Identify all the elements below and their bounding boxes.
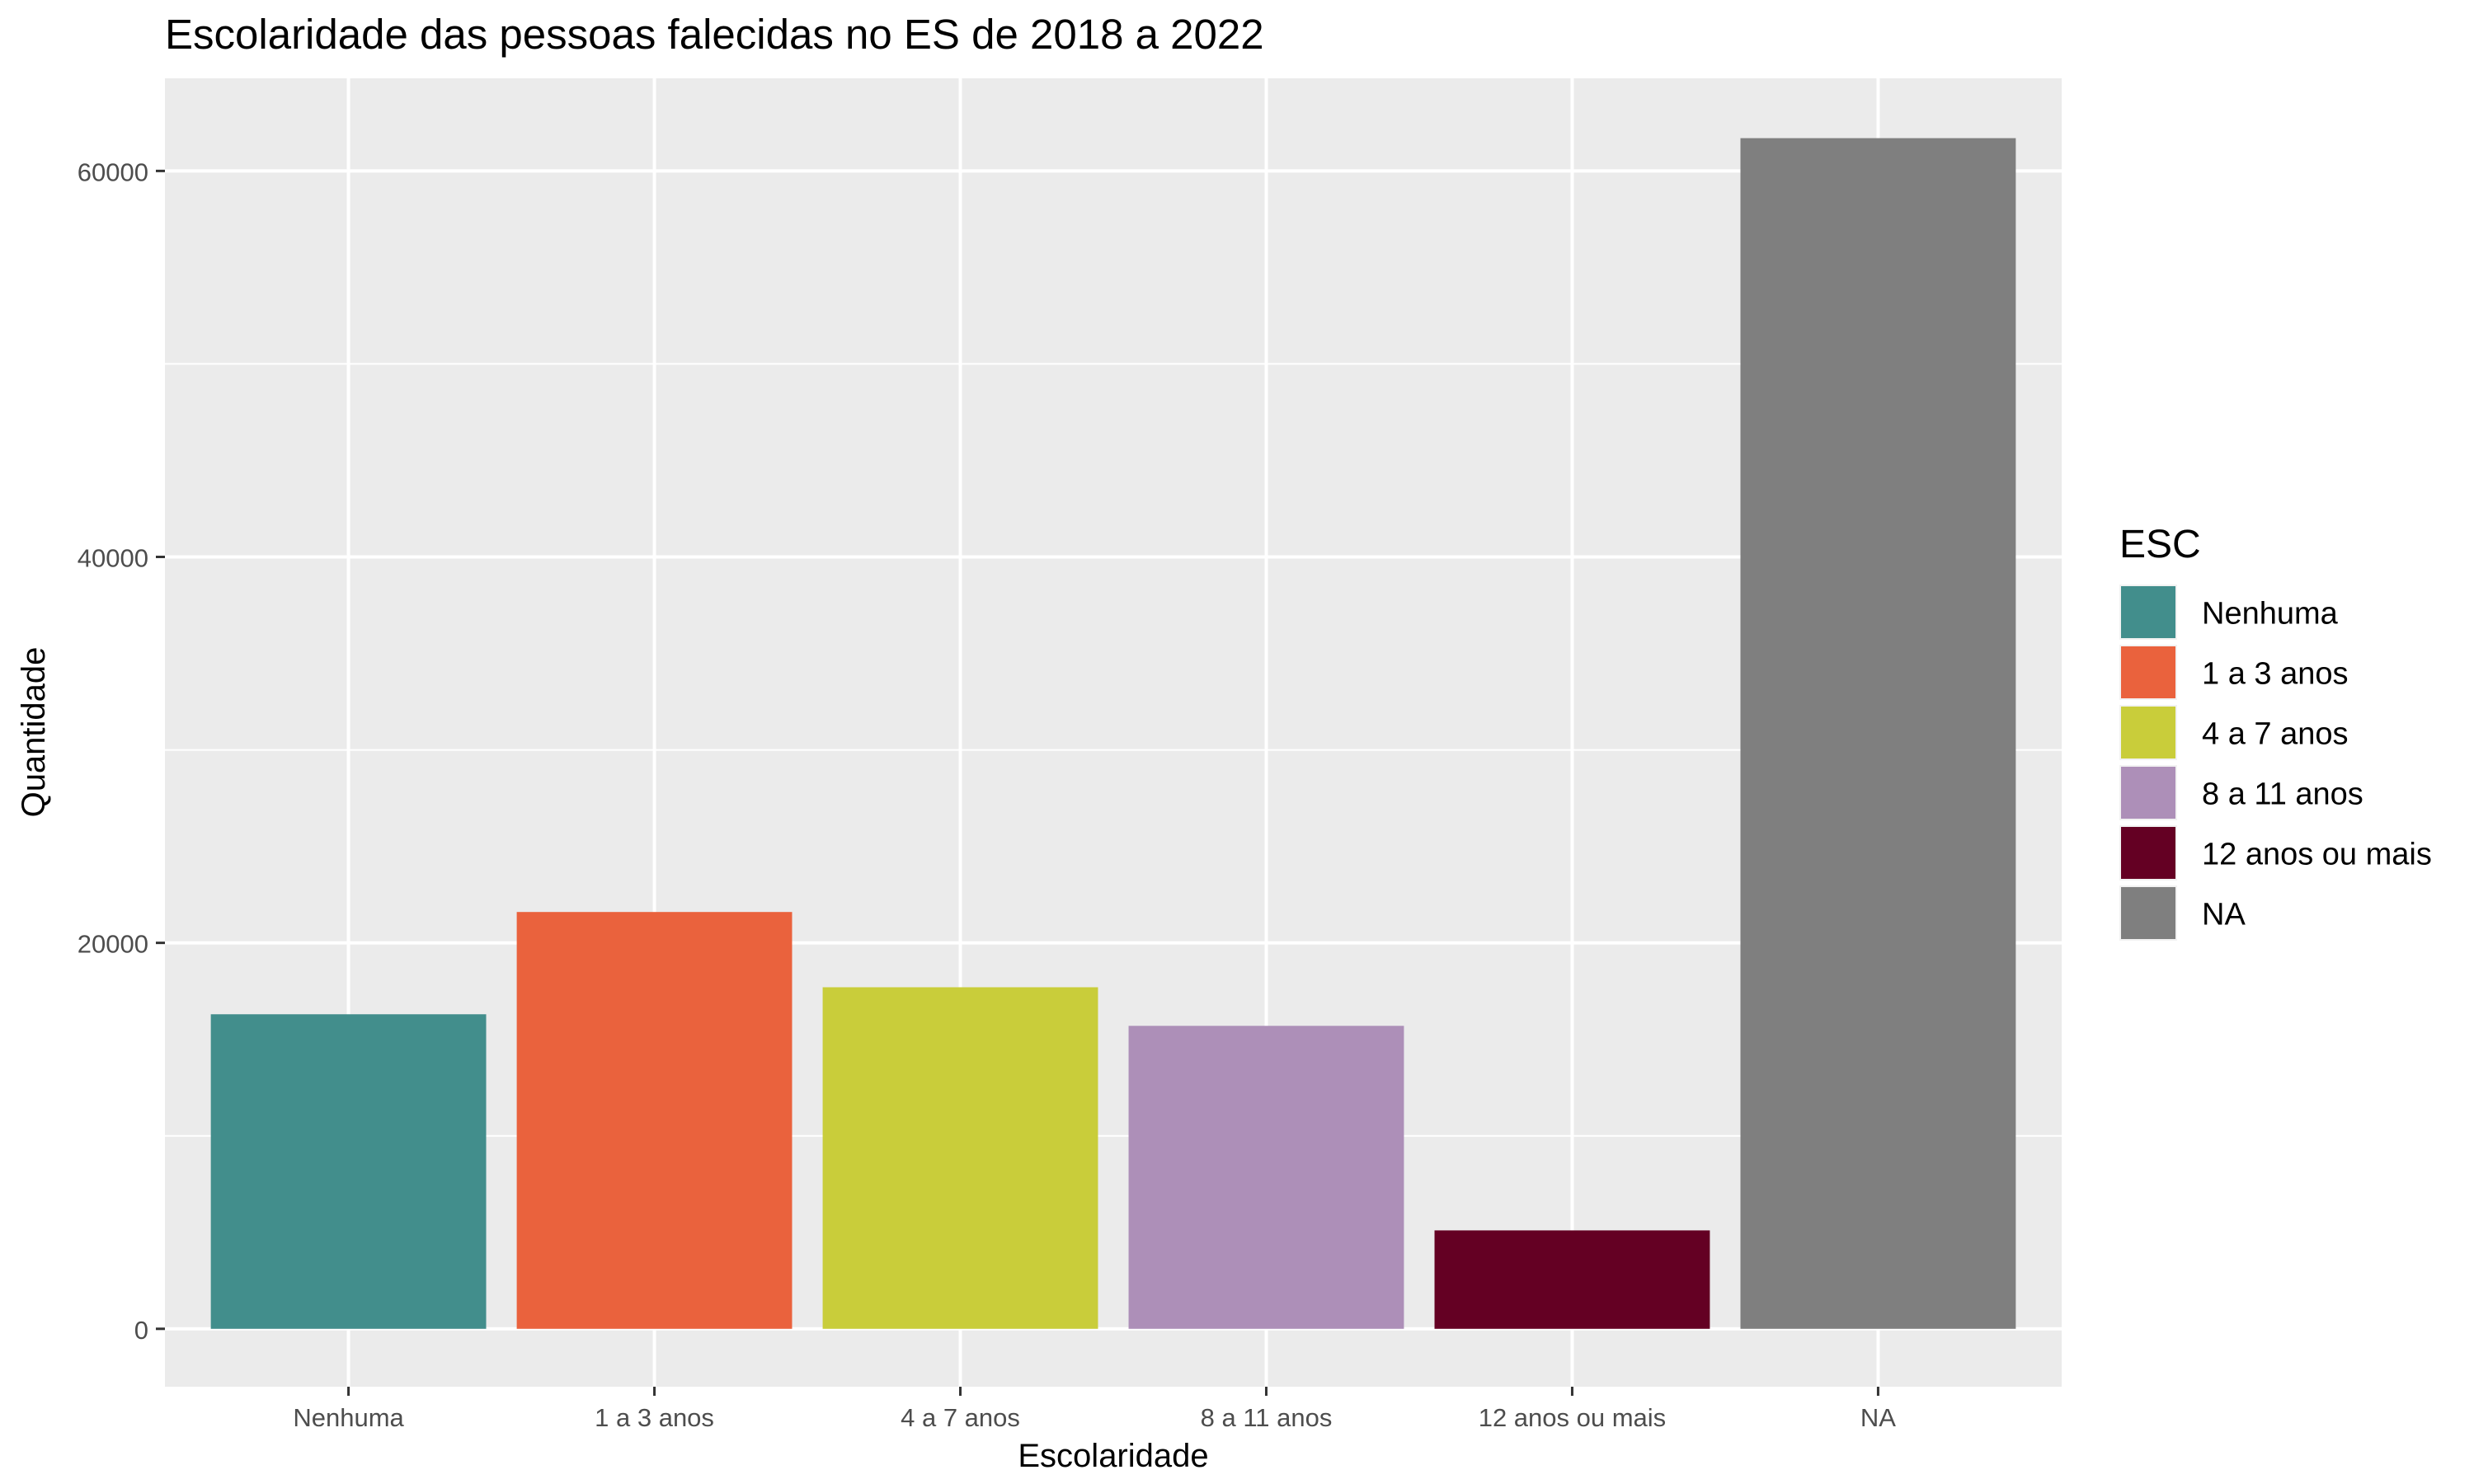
- y-tick-label: 0: [134, 1316, 148, 1345]
- x-axis-title: Escolaridade: [1018, 1438, 1208, 1474]
- x-tick-label: 4 a 7 anos: [901, 1403, 1020, 1432]
- legend-swatch: [2121, 887, 2175, 939]
- y-axis-title: Quantidade: [16, 647, 52, 818]
- chart-title: Escolaridade das pessoas falecidas no ES…: [165, 11, 1264, 58]
- y-tick-label: 20000: [78, 930, 148, 959]
- x-axis: Nenhuma 1 a 3 anos 4 a 7 anos 8 a 11 anos 12…: [293, 1387, 1896, 1432]
- x-tick-label: 8 a 11 anos: [1201, 1403, 1333, 1432]
- legend-label: 4 a 7 anos: [2202, 717, 2348, 752]
- x-tick-label: 1 a 3 anos: [595, 1403, 714, 1432]
- y-axis: 0 20000 40000 60000: [78, 157, 165, 1345]
- legend-items: Nenhuma 1 a 3 anos 4 a 7 anos 8 a 11 anos 12…: [2119, 585, 2432, 941]
- bar: [516, 912, 793, 1329]
- y-tick-label: 40000: [78, 543, 148, 572]
- bar: [1434, 1230, 1710, 1329]
- x-tick-label: 12 anos ou mais: [1479, 1403, 1666, 1432]
- x-tick-label: Nenhuma: [293, 1403, 404, 1432]
- bar: [210, 1014, 487, 1329]
- legend-title: ESC: [2119, 523, 2201, 566]
- x-tick-label: NA: [1860, 1403, 1896, 1432]
- legend-swatch: [2121, 646, 2175, 698]
- legend-label: 12 anos ou mais: [2202, 838, 2432, 872]
- legend-swatch: [2121, 586, 2175, 638]
- legend-label: 8 a 11 anos: [2202, 777, 2363, 812]
- legend-label: 1 a 3 anos: [2202, 657, 2348, 692]
- legend-swatch: [2121, 707, 2175, 758]
- legend-swatch: [2121, 827, 2175, 879]
- legend-label: Nenhuma: [2202, 597, 2339, 632]
- legend-label: NA: [2202, 898, 2246, 932]
- bar: [1740, 138, 2016, 1329]
- bar: [1128, 1026, 1404, 1329]
- y-tick-label: 60000: [78, 157, 148, 186]
- bar: [822, 987, 1098, 1329]
- legend: ESC Nenhuma 1 a 3 anos 4 a 7 anos 8 a 11 an…: [2119, 523, 2432, 941]
- bars: [210, 138, 2016, 1329]
- legend-swatch: [2121, 767, 2175, 819]
